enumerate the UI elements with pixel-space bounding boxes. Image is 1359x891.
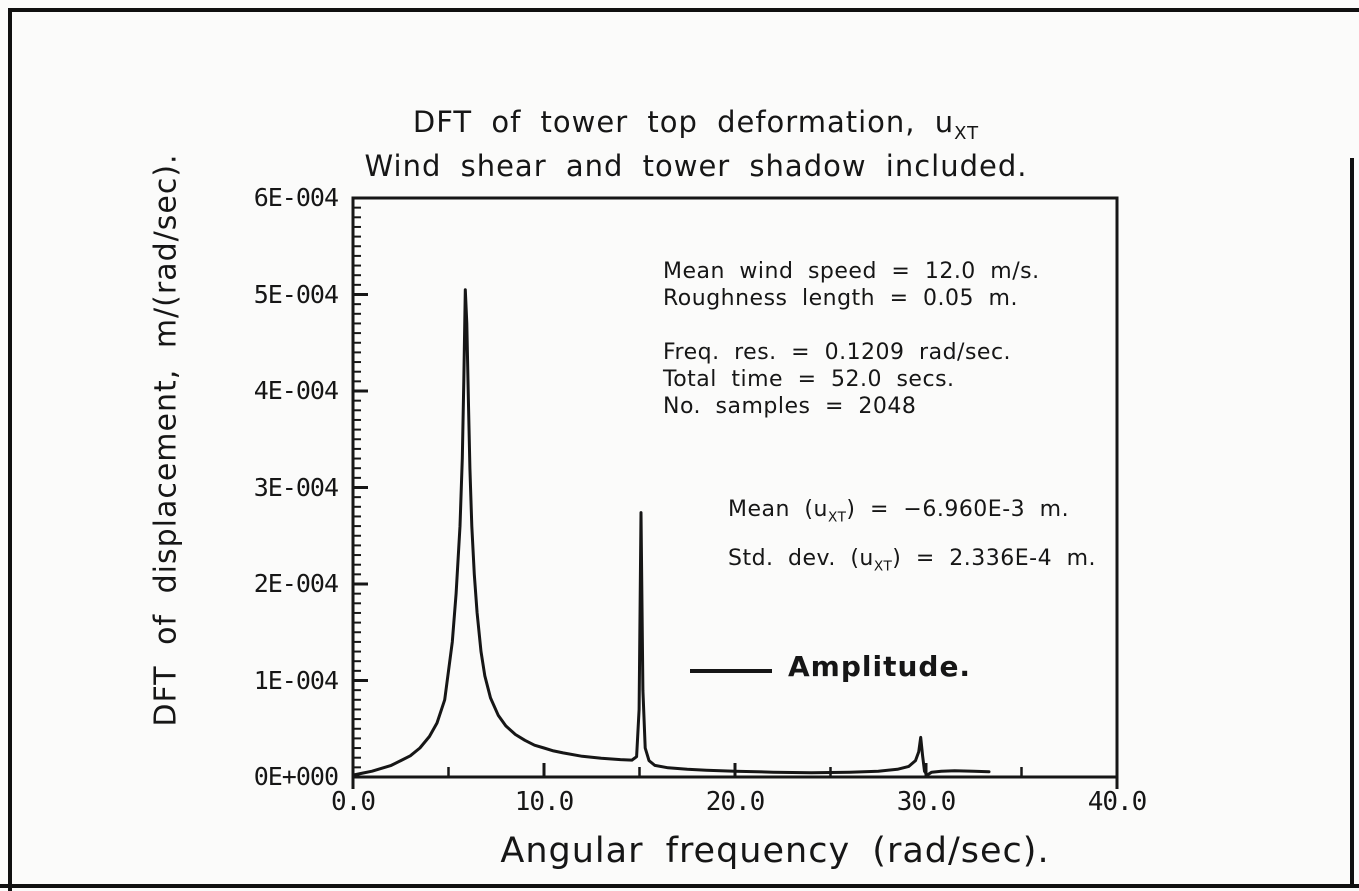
annotation-total-time: Total time = 52.0 secs. xyxy=(663,367,955,392)
y-tick-label: 3E-004 xyxy=(253,472,339,502)
chart-title-subscript: XT xyxy=(954,122,980,144)
page-frame-bottom xyxy=(0,884,1359,888)
amplitude-curve xyxy=(351,288,991,777)
y-tick-label: 4E-004 xyxy=(253,376,339,405)
stat-std-sub: XT xyxy=(873,558,893,575)
y-tick-label: 0E+000 xyxy=(253,762,339,791)
annotation-std-deviation: Std. dev. (uXT) = 2.336E-4 m. xyxy=(728,546,1096,574)
annotation-mean-wind-speed: Mean wind speed = 12.0 m/s. xyxy=(663,259,1040,284)
x-tick-label: 10.0 xyxy=(514,787,575,817)
legend-label: Amplitude. xyxy=(788,650,972,683)
annotation-wind-block: Mean wind speed = 12.0 m/s. Roughness le… xyxy=(663,258,1040,312)
stat-mean-sub: XT xyxy=(827,509,847,526)
x-tick-label: 20.0 xyxy=(705,787,766,817)
chart-title-line1: DFT of tower top deformation, uXT xyxy=(340,106,1052,150)
chart-title-line1-text: DFT of tower top deformation, u xyxy=(412,105,955,139)
page-frame-top xyxy=(8,8,1359,12)
x-tick-label: 30.0 xyxy=(896,787,957,817)
y-tick-label: 1E-004 xyxy=(253,665,339,695)
x-tick-label: 40.0 xyxy=(1087,787,1148,817)
stat-mean-pre: Mean (u xyxy=(728,497,828,522)
stat-std-pre: Std. dev. (u xyxy=(728,546,874,571)
y-tick-label: 2E-004 xyxy=(253,569,339,598)
x-axis-label: Angular frequency (rad/sec). xyxy=(500,831,1050,871)
annotation-roughness-length: Roughness length = 0.05 m. xyxy=(663,286,1018,311)
y-tick-label: 5E-004 xyxy=(253,279,339,309)
chart-title-line2: Wind shear and tower shadow included. xyxy=(364,148,1028,183)
annotation-freq-resolution: Freq. res. = 0.1209 rad/sec. xyxy=(663,340,1012,365)
annotation-mean-displacement: Mean (uXT) = −6.960E-3 m. xyxy=(728,497,1069,525)
y-tick-label: 6E-004 xyxy=(253,183,339,212)
stat-mean-post: ) = −6.960E-3 m. xyxy=(846,497,1070,522)
page-frame-right xyxy=(1350,158,1354,884)
chart-title: DFT of tower top deformation, uXT Wind s… xyxy=(340,106,1052,183)
page-frame-left xyxy=(8,8,12,891)
x-tick-label: 0.0 xyxy=(331,787,376,817)
annotation-sampling-block: Freq. res. = 0.1209 rad/sec. Total time … xyxy=(663,339,1011,420)
legend-line-sample xyxy=(690,669,772,673)
stat-std-post: ) = 2.336E-4 m. xyxy=(892,546,1097,571)
y-axis-label: DFT of displacement, m/(rad/sec). xyxy=(148,153,184,727)
annotation-num-samples: No. samples = 2048 xyxy=(663,394,917,419)
